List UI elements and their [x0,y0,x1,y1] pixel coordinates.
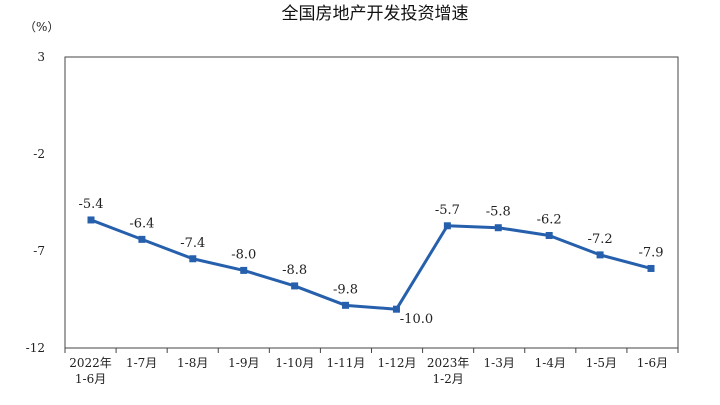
data-point [87,216,95,224]
data-label: -6.4 [129,216,154,231]
data-label: -8.8 [282,263,307,278]
data-point [189,255,197,263]
x-category-label: 1-3月 [484,356,515,370]
data-label: -10.0 [400,312,433,327]
x-category-label: 1-5月 [586,356,617,370]
data-label: -5.8 [486,205,511,220]
x-category-label: 1-2月 [432,372,463,386]
data-point [596,251,604,259]
x-category-label: 2023年 [427,356,470,370]
y-unit-label: （%） [24,20,59,34]
y-tick-label: -2 [33,147,45,161]
data-label: -9.8 [333,282,358,297]
data-point [240,266,248,274]
x-category-label: 1-10月 [275,356,314,370]
data-point [138,235,146,243]
data-label: -5.7 [435,203,460,218]
x-category-label: 1-12月 [378,356,417,370]
y-tick-label: 3 [37,50,45,64]
data-point [443,222,451,230]
x-category-label: 2022年 [69,356,112,370]
x-category-label: 1-11月 [326,356,365,370]
x-category-label: 1-6月 [75,372,106,386]
y-tick-label: -12 [26,341,45,355]
data-label: -8.0 [231,247,256,262]
series-line [90,218,652,311]
data-label: -7.9 [638,245,663,260]
data-point [494,224,502,232]
data-point [545,231,553,239]
x-category-label: 1-7月 [126,356,157,370]
data-label: -7.2 [588,232,613,247]
data-label: -7.4 [180,236,205,251]
x-category-label: 1-4月 [535,356,566,370]
x-category-label: 1-8月 [177,356,208,370]
chart-title: 全国房地产开发投资增速 [282,4,469,24]
data-point [342,301,350,309]
data-point [291,282,299,290]
data-label: -5.4 [78,197,103,212]
x-category-label: 1-9月 [228,356,259,370]
x-category-label: 1-6月 [637,356,668,370]
data-point [392,305,400,313]
y-tick-label: -7 [33,244,45,258]
data-label: -6.2 [537,212,562,227]
plot-area [64,56,679,349]
data-point [647,264,655,272]
